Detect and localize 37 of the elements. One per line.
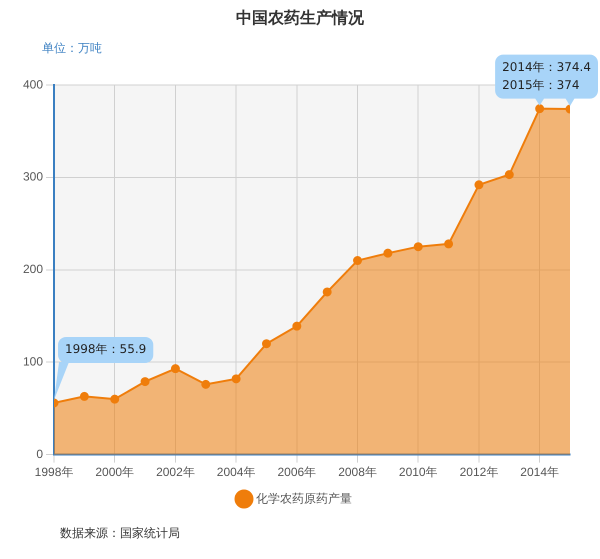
annotation: 1998年：55.9 bbox=[65, 342, 146, 356]
source-note: 数据来源：国家统计局 bbox=[60, 525, 180, 542]
point bbox=[353, 256, 362, 266]
point bbox=[140, 377, 150, 386]
y-tick-label: 400 bbox=[22, 77, 44, 92]
point bbox=[262, 339, 271, 348]
x-tick-label: 1998年 bbox=[34, 465, 74, 480]
annotation: 2015年：374 bbox=[502, 78, 580, 92]
x-tick-label: 2002年 bbox=[156, 465, 195, 480]
point bbox=[232, 374, 241, 384]
x-tick-label: 2008年 bbox=[338, 465, 377, 480]
x-tick-label: 2004年 bbox=[216, 465, 256, 480]
point bbox=[201, 380, 210, 389]
x-tick-label: 2010年 bbox=[398, 465, 438, 480]
point bbox=[110, 394, 120, 404]
point bbox=[504, 170, 514, 180]
point bbox=[444, 239, 454, 248]
annotation: 2014年：374.4 bbox=[502, 60, 592, 74]
point bbox=[80, 392, 89, 401]
y-tick-label: 200 bbox=[22, 262, 44, 276]
y-tick-label: 300 bbox=[22, 170, 44, 184]
x-tick-label: 2006年 bbox=[277, 465, 316, 480]
point bbox=[322, 287, 332, 296]
point bbox=[474, 180, 484, 190]
point bbox=[414, 242, 423, 252]
chart-title: 中国农药生产情况 bbox=[235, 8, 365, 29]
legend-label: 化学农药原药产量 bbox=[256, 491, 352, 506]
x-tick-label: 2012年 bbox=[460, 465, 498, 480]
point bbox=[292, 322, 302, 331]
point bbox=[383, 248, 392, 258]
y-tick-label: 100 bbox=[22, 354, 44, 369]
x-tick-label: 2014年 bbox=[520, 465, 559, 480]
x-tick-label: 2000年 bbox=[95, 465, 134, 480]
y-axis-title: 单位：万吨 bbox=[42, 40, 102, 57]
y-tick-label: 0 bbox=[36, 446, 44, 461]
point bbox=[170, 364, 180, 374]
point bbox=[535, 104, 544, 114]
